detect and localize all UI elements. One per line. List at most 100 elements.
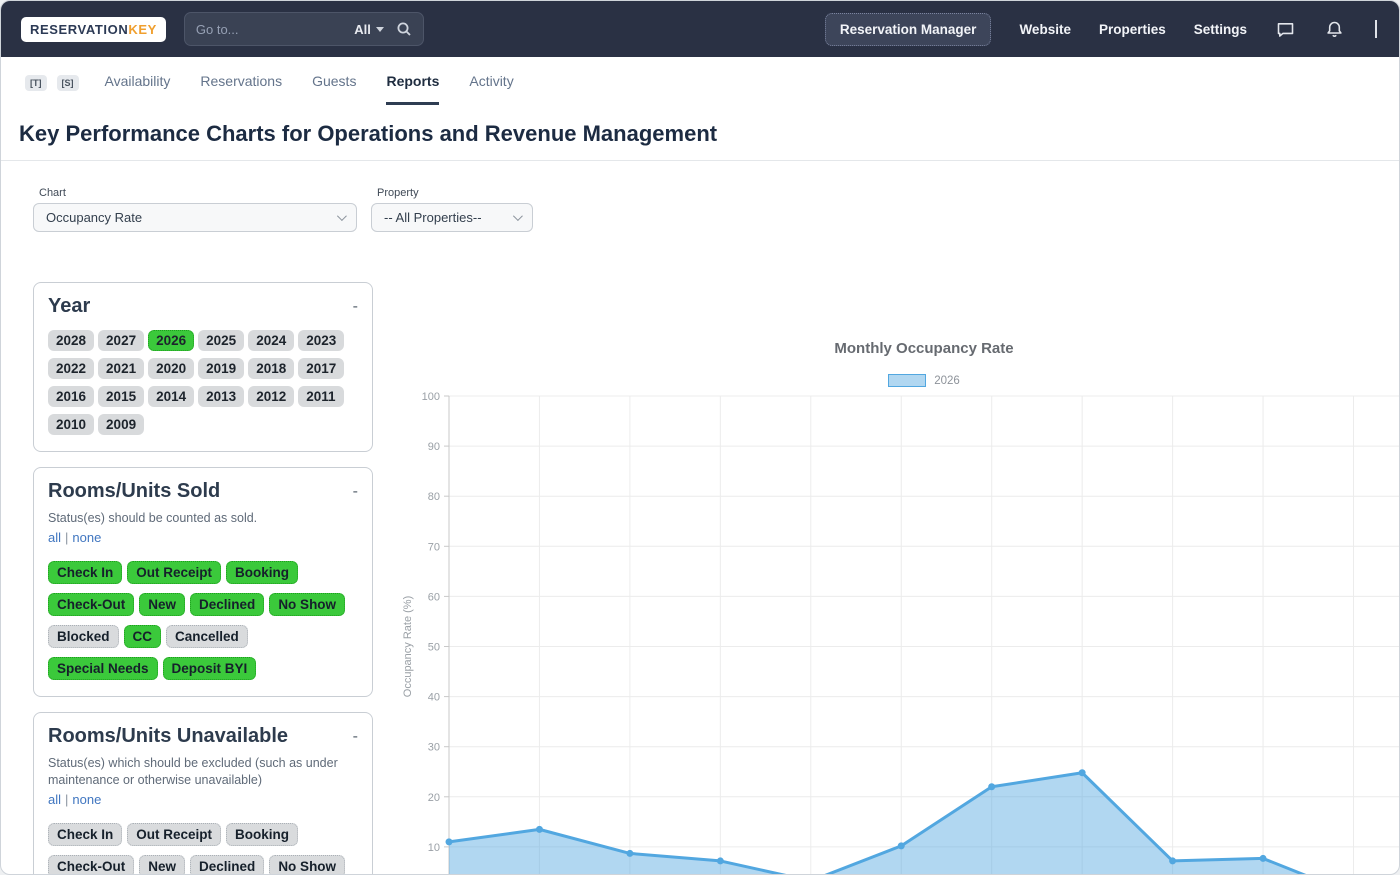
main-content: Year - 2028 2027 2026 2025 2024 2023 2022 2021 2… [1,282,1399,874]
year-panel-title: Year [48,295,91,317]
logo-text-key: KEY [128,21,157,37]
year-pill-2022[interactable]: 2022 [48,358,95,379]
badge-t[interactable]: [T] [25,75,47,91]
filters: Chart Occupancy Rate Property -- All Pro… [33,187,1399,232]
y-tick-label: 30 [428,742,440,754]
left-panel-column: Year - 2028 2027 2026 2025 2024 2023 2022 2021 2… [33,282,373,874]
collapse-button[interactable]: - [352,727,358,745]
badge-s[interactable]: [S] [56,75,79,91]
year-pill-2014[interactable]: 2014 [148,386,195,407]
tab-guests[interactable]: Guests [312,73,357,89]
tab-reports[interactable]: Reports [386,73,440,105]
status-badge-no-show[interactable]: No Show [269,592,346,616]
mini-badges: [T] [S] [25,75,79,105]
year-pill-2027[interactable]: 2027 [98,330,145,351]
year-pill-2017[interactable]: 2017 [298,358,345,379]
reservationkey-logo[interactable]: RESERVATIONKEY [21,16,166,42]
status-badge-new[interactable]: New [139,592,186,616]
year-pill-2015[interactable]: 2015 [98,386,145,407]
bell-icon[interactable] [1324,19,1345,40]
tab-availability[interactable]: Availability [104,73,171,89]
status-badge-cc[interactable]: CC [123,624,162,648]
select-none-link[interactable]: none [72,529,102,545]
status-badge-blocked[interactable]: Blocked [48,624,119,648]
status-badge-deposit-byi[interactable]: Deposit BYI [162,656,257,680]
rooms-unavailable-panel: Rooms/Units Unavailable - Status(es) whi… [33,711,373,874]
year-pill-2025[interactable]: 2025 [198,330,245,351]
year-pill-2016[interactable]: 2016 [48,386,95,407]
year-pill-2012[interactable]: 2012 [248,386,295,407]
year-pill-2009[interactable]: 2009 [98,414,145,435]
partial-cutoff-icon [1375,20,1379,38]
status-badge-declined[interactable]: Declined [190,854,265,874]
y-tick-label: 50 [428,642,440,654]
chart-legend: 2026 [449,374,1399,387]
status-badge-no-show[interactable]: No Show [269,854,346,874]
year-pill-2010[interactable]: 2010 [48,414,95,435]
rooms-unavailable-title: Rooms/Units Unavailable [48,724,289,747]
property-select[interactable]: -- All Properties-- [371,203,533,232]
y-tick-label: 70 [428,541,440,553]
year-pill-list: 2028 2027 2026 2025 2024 2023 2022 2021 2020 2019… [48,330,358,435]
link-separator: | [65,791,69,807]
nav-link-reservation-manager[interactable]: Reservation Manager [824,12,992,46]
y-tick-label: 60 [428,591,440,603]
year-pill-2011[interactable]: 2011 [298,386,344,407]
nav-link-properties[interactable]: Properties [1098,21,1166,37]
rooms-sold-title: Rooms/Units Sold [48,480,221,502]
search-icon[interactable] [396,21,412,37]
link-separator: | [65,529,69,545]
search-scope-dropdown[interactable]: All [354,22,384,37]
status-badge-cancelled[interactable]: Cancelled [166,624,248,648]
select-none-link[interactable]: none [72,791,102,807]
year-pill-2021[interactable]: 2021 [98,358,145,379]
year-pill-2013[interactable]: 2013 [198,386,245,407]
chart-select[interactable]: Occupancy Rate [33,203,357,232]
year-pill-2020[interactable]: 2020 [148,358,195,379]
status-badge-check-in[interactable]: Check In [48,822,123,846]
navbar-right: Reservation Manager Website Properties Sett… [824,12,1379,46]
y-tick-label: 80 [428,491,440,503]
rooms-unavailable-links: all | none [48,792,358,807]
status-badge-new[interactable]: New [139,854,186,874]
chart-filter-label: Chart [39,187,66,199]
y-axis-label: Occupancy Rate (%) [402,596,414,697]
search-input[interactable] [195,21,355,37]
tab-activity[interactable]: Activity [469,73,514,89]
select-all-link[interactable]: all [48,791,62,807]
chart-select-value: Occupancy Rate [46,210,143,225]
year-pill-2023[interactable]: 2023 [298,330,345,351]
status-badge-check-in[interactable]: Check In [48,560,123,584]
status-badge-booking[interactable]: Booking [226,560,299,584]
status-badge-check-out[interactable]: Check-Out [48,592,135,616]
property-filter-label: Property [377,187,419,199]
status-badge-out-receipt[interactable]: Out Receipt [127,560,222,584]
tab-reservations[interactable]: Reservations [200,73,283,89]
header-divider [1,160,1399,161]
collapse-button[interactable]: - [352,298,358,315]
logo-text-reservation: RESERVATION [30,21,129,37]
rooms-sold-links: all | none [48,530,358,545]
nav-link-website[interactable]: Website [1019,21,1071,37]
top-navbar: RESERVATIONKEY All Reservation Manager We… [1,1,1399,57]
status-badge-booking[interactable]: Booking [226,822,299,846]
year-pill-2028[interactable]: 2028 [48,330,95,351]
nav-link-settings[interactable]: Settings [1193,21,1247,37]
chart-region: Monthly Occupancy Rate 2026 010203040506… [401,334,1399,874]
status-badge-check-out[interactable]: Check-Out [48,854,135,874]
status-badge-declined[interactable]: Declined [190,592,265,616]
status-badge-special-needs[interactable]: Special Needs [48,656,158,680]
property-select-value: -- All Properties-- [384,210,482,225]
global-search[interactable]: All [183,12,424,46]
rooms-sold-panel: Rooms/Units Sold - Status(es) should be … [33,467,373,697]
occupancy-rate-chart: 0102030405060708090100JanuaryFebruaryMar… [402,391,1399,874]
collapse-button[interactable]: - [352,483,358,500]
year-pill-2019[interactable]: 2019 [198,358,245,379]
year-pill-2026[interactable]: 2026 [148,330,195,351]
year-pill-2018[interactable]: 2018 [248,358,295,379]
chat-icon[interactable] [1275,19,1296,40]
select-all-link[interactable]: all [48,529,62,545]
year-pill-2024[interactable]: 2024 [248,330,295,351]
chart-filter-group: Chart Occupancy Rate [33,187,357,232]
status-badge-out-receipt[interactable]: Out Receipt [127,822,222,846]
